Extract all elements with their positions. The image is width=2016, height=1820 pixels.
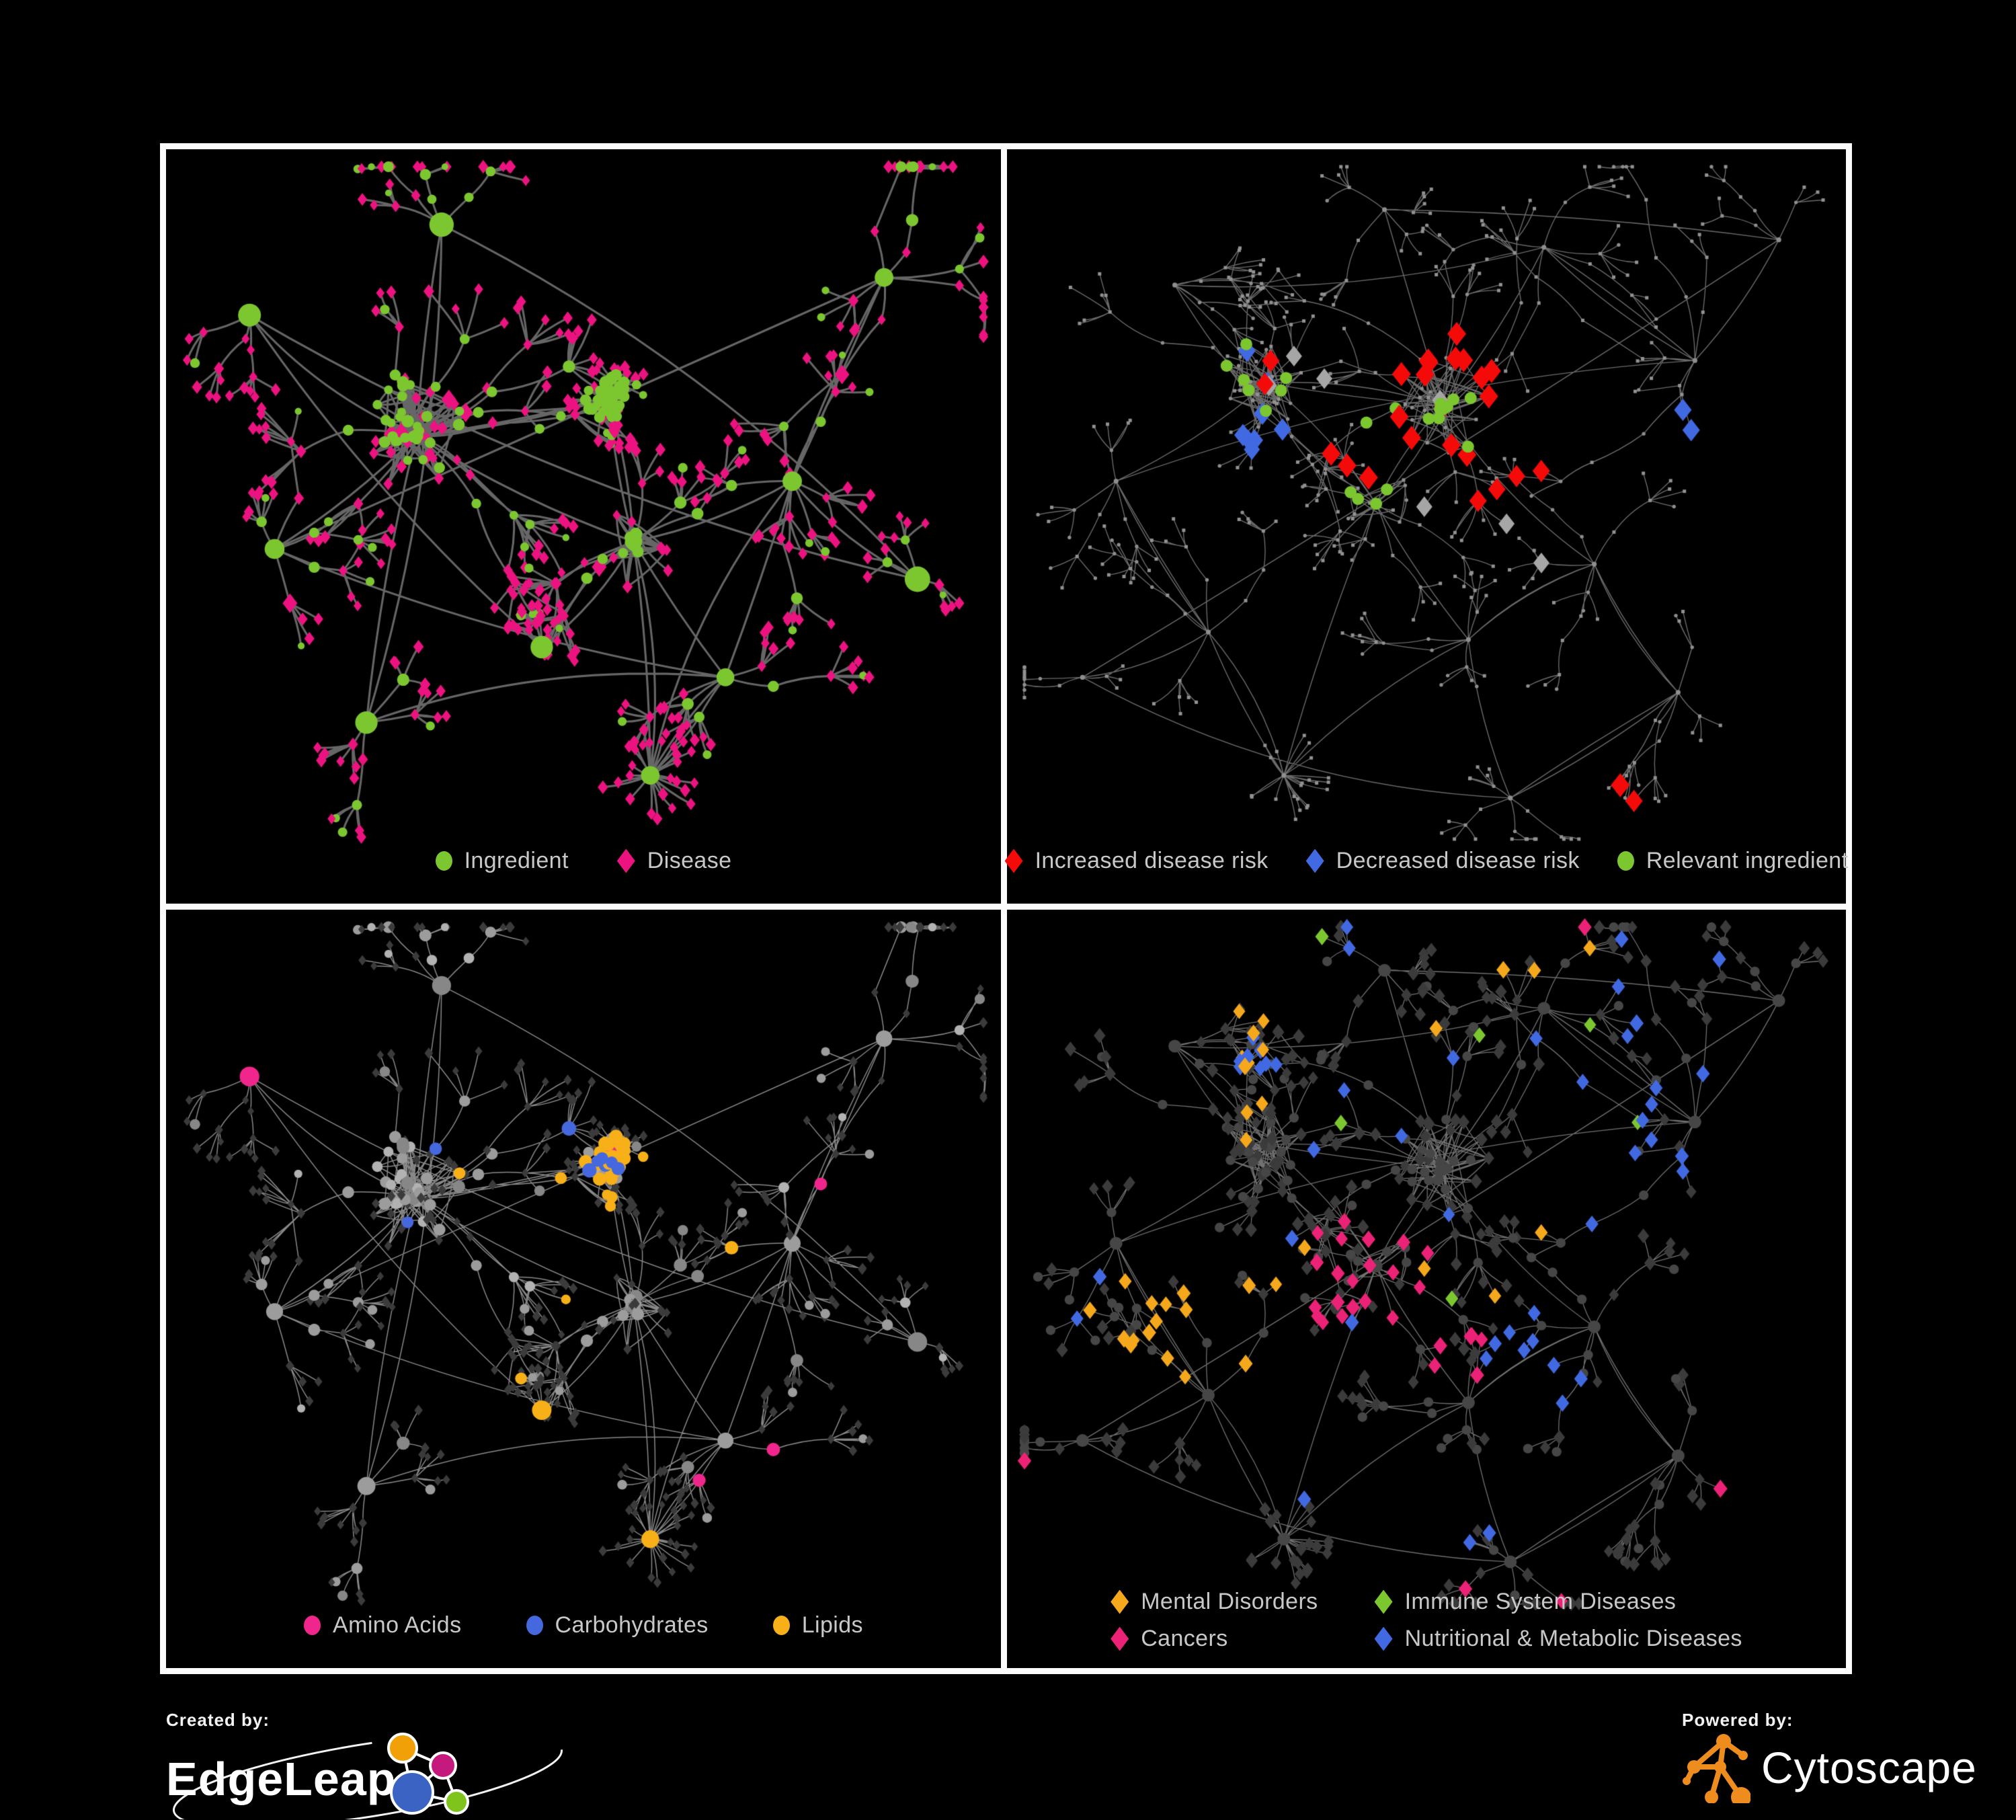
- carbohydrates-legend-marker-icon: [526, 1616, 543, 1635]
- edgeleap-blue-node-icon: [390, 1770, 434, 1815]
- legend-item-lipids: Lipids: [772, 1612, 863, 1638]
- legend-label: Immune System Diseases: [1404, 1589, 1677, 1614]
- legend-label: Disease: [647, 848, 732, 873]
- panel-nutrient-classes: Amino Acids Carbohydrates Lipids: [160, 904, 1007, 1674]
- legend-label: Decreased disease risk: [1336, 848, 1580, 873]
- edgeleap-orange-node-icon: [387, 1733, 418, 1764]
- legend-item-increased-risk: Increased disease risk: [1004, 848, 1268, 874]
- increased-risk-legend-marker-icon: [1004, 848, 1023, 873]
- panel-ingredient-disease: Ingredient Disease: [160, 143, 1007, 910]
- legend-item-ingredient: Ingredient: [435, 848, 569, 874]
- legend-item-nutritional-metabolic: Nutritional & Metabolic Diseases: [1374, 1626, 1742, 1652]
- network-canvas-disease-classes: [1007, 910, 1846, 1668]
- legend-label: Ingredient: [464, 848, 569, 873]
- legend-item-disease: Disease: [616, 848, 732, 874]
- legend-label: Nutritional & Metabolic Diseases: [1404, 1626, 1742, 1651]
- edgeleap-logo: EdgeLeap: [166, 1732, 563, 1820]
- cytoscape-logo-icon: [1683, 1734, 1750, 1803]
- edgeleap-brand-text: EdgeLeap: [166, 1753, 397, 1805]
- nutritional-metabolic-legend-marker-icon: [1374, 1626, 1393, 1651]
- cytoscape-brand-text: Cytoscape: [1761, 1743, 1977, 1792]
- legend-item-relevant-ingredient: Relevant ingredient: [1617, 848, 1849, 874]
- ingredient-legend-marker-icon: [435, 851, 452, 871]
- powered-by-label: Powered by:: [1682, 1710, 1793, 1730]
- edgeleap-magenta-node-icon: [429, 1751, 457, 1780]
- legend-disease-risk: Increased disease risk Decreased disease…: [1004, 848, 1849, 874]
- legend-label: Mental Disorders: [1141, 1589, 1318, 1614]
- legend-label: Cancers: [1141, 1626, 1228, 1651]
- network-canvas-disease-risk: [1007, 149, 1846, 904]
- legend-label: Relevant ingredient: [1646, 848, 1849, 873]
- cancers-legend-marker-icon: [1111, 1626, 1129, 1651]
- legend-label: Carbohydrates: [555, 1612, 709, 1638]
- legend-label: Amino Acids: [333, 1612, 462, 1638]
- panel-disease-risk: Increased disease risk Decreased disease…: [1001, 143, 1852, 910]
- network-canvas-ingredient-disease: [166, 149, 1001, 904]
- legend-item-cancers: Cancers: [1111, 1626, 1318, 1652]
- legend-nutrient-classes: Amino Acids Carbohydrates Lipids: [166, 1612, 1001, 1638]
- edgeleap-green-node-icon: [444, 1789, 469, 1815]
- legend-ingredient-disease: Ingredient Disease: [166, 848, 1001, 874]
- legend-item-immune-diseases: Immune System Diseases: [1374, 1589, 1742, 1615]
- disease-legend-marker-icon: [616, 848, 635, 873]
- network-canvas-nutrient-classes: [166, 910, 1001, 1668]
- decreased-risk-legend-marker-icon: [1305, 848, 1324, 873]
- powered-by-block: Powered by:: [1682, 1710, 1977, 1803]
- mental-disorders-legend-marker-icon: [1111, 1589, 1129, 1614]
- panel-disease-classes: Mental Disorders Immune System Diseases …: [1001, 904, 1852, 1674]
- lipids-legend-marker-icon: [772, 1616, 790, 1635]
- edgeleap-logo-nodes: [387, 1733, 469, 1815]
- amino-acids-legend-marker-icon: [304, 1616, 321, 1635]
- legend-item-decreased-risk: Decreased disease risk: [1305, 848, 1580, 874]
- relevant-ingredient-legend-marker-icon: [1617, 851, 1634, 871]
- created-by-block: Created by: EdgeLeap: [166, 1710, 583, 1820]
- legend-disease-classes: Mental Disorders Immune System Diseases …: [1007, 1589, 1846, 1652]
- legend-label: Lipids: [801, 1612, 863, 1638]
- legend-item-mental-disorders: Mental Disorders: [1111, 1589, 1318, 1615]
- immune-diseases-legend-marker-icon: [1374, 1589, 1393, 1614]
- legend-item-amino-acids: Amino Acids: [304, 1612, 461, 1638]
- legend-label: Increased disease risk: [1035, 848, 1268, 873]
- created-by-label: Created by:: [166, 1710, 270, 1730]
- cytoscape-icon-nodes: [1683, 1734, 1750, 1803]
- legend-item-carbohydrates: Carbohydrates: [526, 1612, 709, 1638]
